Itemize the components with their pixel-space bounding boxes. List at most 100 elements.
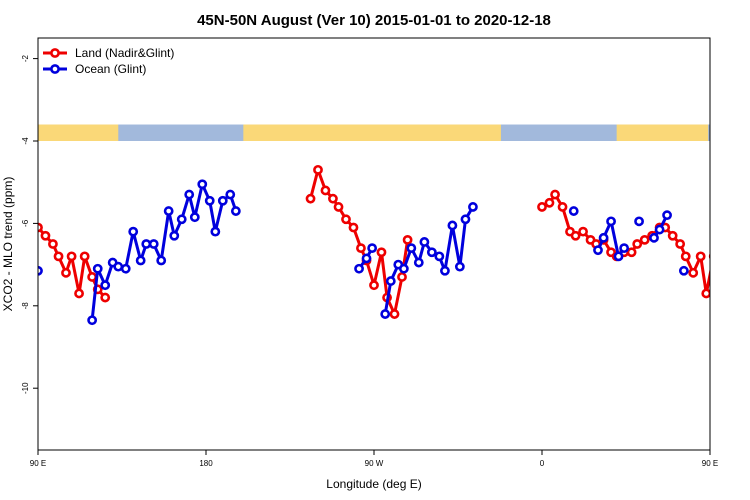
series-0-point-1-2 bbox=[320, 185, 331, 196]
series-0-point-1-1 bbox=[313, 164, 323, 175]
series-1-point-1-18 bbox=[210, 226, 221, 237]
y-tick-label-3: -8 bbox=[21, 302, 30, 310]
series-1-point-5-0 bbox=[593, 245, 603, 256]
x-tick-label-0: 90 E bbox=[30, 459, 46, 468]
series-0-point-2-19 bbox=[667, 230, 678, 241]
series-1-point-1-20 bbox=[225, 189, 236, 200]
series-0-point-1-10 bbox=[376, 247, 387, 258]
series-1-point-2-1 bbox=[361, 253, 372, 264]
series-1-point-2-2 bbox=[367, 243, 378, 254]
x-axis-label: Longitude (deg E) bbox=[326, 477, 421, 491]
series-0-point-0-8 bbox=[87, 272, 98, 282]
series-0-point-2-28 bbox=[731, 294, 738, 301]
series-0-point-2-14 bbox=[632, 239, 643, 249]
series-0-point-2-23 bbox=[695, 251, 706, 262]
series-1-point-2-0 bbox=[354, 263, 364, 274]
legend: Land (Nadir&Glint) Ocean (Glint) bbox=[43, 46, 174, 76]
x-tick-label-3: 0 bbox=[540, 459, 545, 468]
series-0-point-0-3 bbox=[53, 251, 64, 262]
series-1-point-6-0 bbox=[634, 216, 644, 227]
series-1-point-1-11 bbox=[163, 206, 174, 216]
series-1-point-7-0 bbox=[649, 232, 659, 243]
series-0-point-1-7 bbox=[356, 243, 366, 254]
series-1-point-1-21 bbox=[230, 206, 241, 216]
y-axis: -2 -4 -6 -8 -10 bbox=[21, 54, 38, 394]
series-1-point-7-2 bbox=[662, 210, 672, 221]
series-1-point-1-0 bbox=[87, 315, 98, 326]
series-1-line-9 bbox=[721, 232, 750, 321]
series-1-point-3-11 bbox=[454, 261, 465, 272]
series-0-point-2-15 bbox=[639, 234, 650, 245]
series-0-point-1-12 bbox=[389, 309, 400, 319]
series-1-point-5-1 bbox=[598, 232, 609, 243]
series-1-point-1-13 bbox=[176, 214, 187, 225]
series-1-point-9-0 bbox=[718, 317, 725, 324]
series-1-point-1-15 bbox=[189, 212, 200, 223]
series-0-point-2-1 bbox=[544, 197, 555, 208]
series-0-point-2-27 bbox=[723, 286, 730, 293]
series-1-point-3-4 bbox=[406, 243, 417, 254]
series-1-point-1-12 bbox=[169, 230, 180, 241]
series-0-point-1-0 bbox=[305, 193, 316, 204]
series-0-point-2-6 bbox=[578, 226, 588, 237]
x-tick-label-1: 180 bbox=[199, 459, 213, 468]
series-1-point-1-19 bbox=[217, 195, 228, 206]
series-1-point-3-13 bbox=[468, 202, 478, 212]
series-1-point-3-12 bbox=[460, 214, 471, 225]
chart-title: 45N-50N August (Ver 10) 2015-01-01 to 20… bbox=[197, 12, 551, 29]
series-1-point-3-3 bbox=[398, 263, 409, 274]
series-layer bbox=[38, 164, 750, 326]
series-1-point-5-4 bbox=[619, 243, 630, 254]
y-tick-label-1: -4 bbox=[21, 137, 30, 145]
y-axis-label: XCO2 - MLO trend (ppm) bbox=[1, 177, 15, 312]
series-1-point-1-17 bbox=[204, 195, 215, 206]
series-1-point-1-7 bbox=[135, 255, 146, 266]
series-0-point-2-20 bbox=[675, 239, 686, 249]
legend-marker-1 bbox=[50, 64, 60, 74]
series-1-point-9-1 bbox=[723, 265, 730, 272]
y-tick-label-4: -10 bbox=[21, 382, 30, 394]
series-1-point-9-4 bbox=[744, 263, 750, 270]
series-1-point-9-2 bbox=[731, 282, 738, 289]
series-0-point-1-14 bbox=[402, 234, 413, 245]
series-0-point-2-25 bbox=[708, 253, 710, 260]
series-1-point-1-8 bbox=[141, 239, 152, 249]
series-1-point-1-1 bbox=[92, 263, 103, 274]
series-1-point-4-0 bbox=[568, 206, 579, 216]
series-0-point-1-3 bbox=[328, 193, 338, 204]
land-band-0 bbox=[38, 124, 119, 141]
series-0-point-1-6 bbox=[348, 222, 359, 233]
x-axis: 90 E 180 90 W 0 90 E bbox=[30, 450, 718, 468]
series-0-point-1-9 bbox=[369, 280, 379, 291]
y-tick-label-0: -2 bbox=[21, 54, 30, 62]
series-1-point-1-16 bbox=[197, 179, 208, 190]
series-1-point-1-14 bbox=[184, 189, 195, 200]
series-1-point-1-5 bbox=[120, 263, 131, 274]
series-0-point-2-22 bbox=[688, 267, 699, 278]
land-band-1 bbox=[243, 124, 333, 141]
series-0-point-1-13 bbox=[397, 272, 407, 282]
series-1-point-3-9 bbox=[440, 265, 450, 276]
series-1-point-3-1 bbox=[385, 276, 396, 286]
series-1-point-3-5 bbox=[413, 257, 424, 268]
series-0-point-1-4 bbox=[333, 202, 344, 212]
series-1-point-3-6 bbox=[419, 237, 430, 247]
series-1-point-1-2 bbox=[100, 280, 111, 291]
series-1-point-7-1 bbox=[654, 224, 665, 235]
series-0 bbox=[38, 164, 738, 319]
series-1-point-3-0 bbox=[380, 309, 391, 319]
series-1-line-1 bbox=[90, 182, 238, 321]
x-tick-label-2: 90 W bbox=[365, 459, 384, 468]
series-1-point-5-3 bbox=[613, 251, 624, 262]
land-ocean-strip bbox=[38, 124, 710, 141]
series-0-point-0-2 bbox=[48, 239, 58, 249]
series-0-point-2-26 bbox=[718, 273, 725, 280]
series-0-point-2-5 bbox=[570, 230, 581, 241]
series-1-point-3-8 bbox=[434, 251, 445, 262]
series-0-point-2-21 bbox=[680, 251, 691, 262]
series-0-point-0-10 bbox=[100, 292, 111, 303]
series-0-point-2-13 bbox=[626, 247, 637, 258]
land-band-3 bbox=[616, 124, 709, 141]
series-1-point-3-10 bbox=[447, 220, 458, 231]
